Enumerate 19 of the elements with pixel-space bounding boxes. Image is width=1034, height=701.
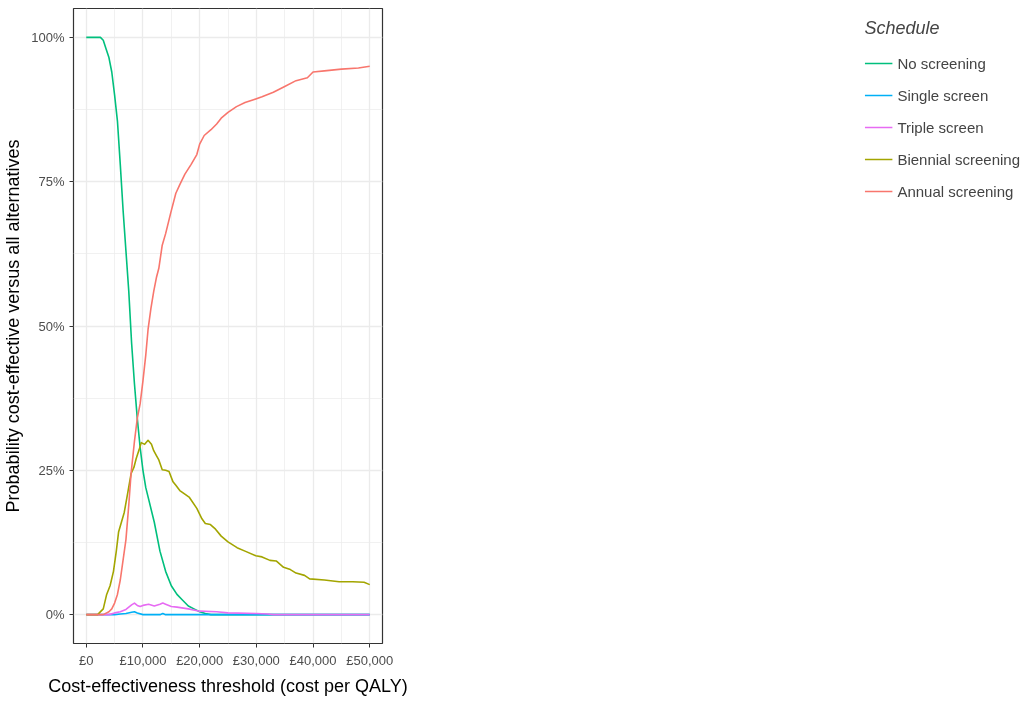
y-tick-label: 25% — [38, 462, 65, 478]
legend-label: Triple screen — [897, 118, 984, 136]
x-axis-title: Cost-effectiveness threshold (cost per QALY) — [48, 675, 408, 696]
legend-title: Schedule — [864, 18, 941, 39]
x-tick-label: £0 — [79, 652, 94, 668]
y-tick-label: 50% — [38, 318, 65, 334]
legend-label: No screening — [897, 54, 986, 72]
x-tick-label: £30,000 — [232, 652, 280, 668]
y-tick-label: 100% — [31, 29, 65, 45]
legend-label: Single screen — [897, 86, 989, 104]
y-axis-title: Probability cost-effective versus all alternatives — [3, 139, 24, 513]
y-tick-label: 0% — [45, 607, 65, 623]
x-tick-label: £20,000 — [176, 652, 224, 668]
legend-label: Biennial screening — [897, 150, 1020, 168]
x-tick-label: £40,000 — [289, 652, 337, 668]
y-tick-label: 75% — [38, 174, 65, 190]
x-tick-label: £10,000 — [119, 652, 167, 668]
legend-label: Annual screening — [897, 182, 1014, 200]
x-tick-label: £50,000 — [346, 652, 394, 668]
